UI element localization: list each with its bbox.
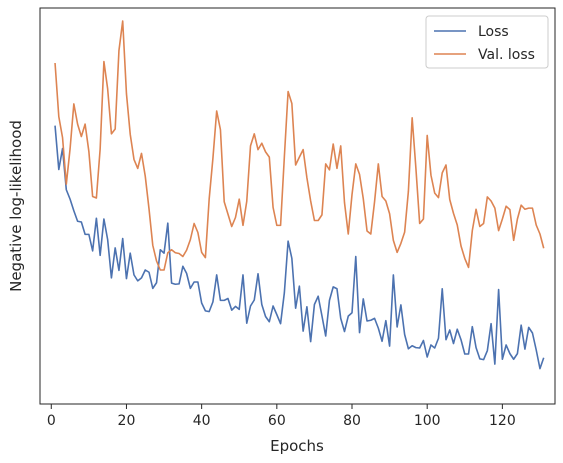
x-tick-label: 120	[489, 413, 516, 429]
series-line-val-loss	[54, 20, 545, 271]
legend-box	[425, 15, 549, 69]
series-lines	[54, 20, 545, 370]
x-tick-label: 80	[343, 413, 361, 429]
x-tick-label: 60	[268, 413, 286, 429]
legend-label-loss: Loss	[478, 24, 509, 40]
y-axis-title: Negative log-likelihood	[7, 120, 25, 292]
x-tick-label: 40	[193, 413, 211, 429]
legend: Loss Val. loss	[425, 15, 549, 69]
plot-frame	[39, 7, 556, 405]
x-tick-label: 20	[118, 413, 136, 429]
x-tick-label: 0	[47, 413, 56, 429]
x-tick-label: 100	[414, 413, 441, 429]
series-line-loss	[54, 125, 545, 370]
x-axis-title: Epochs	[270, 437, 324, 455]
x-axis-ticks: 0 20 40 60 80 100 120	[47, 404, 516, 429]
legend-label-val-loss: Val. loss	[478, 47, 535, 63]
